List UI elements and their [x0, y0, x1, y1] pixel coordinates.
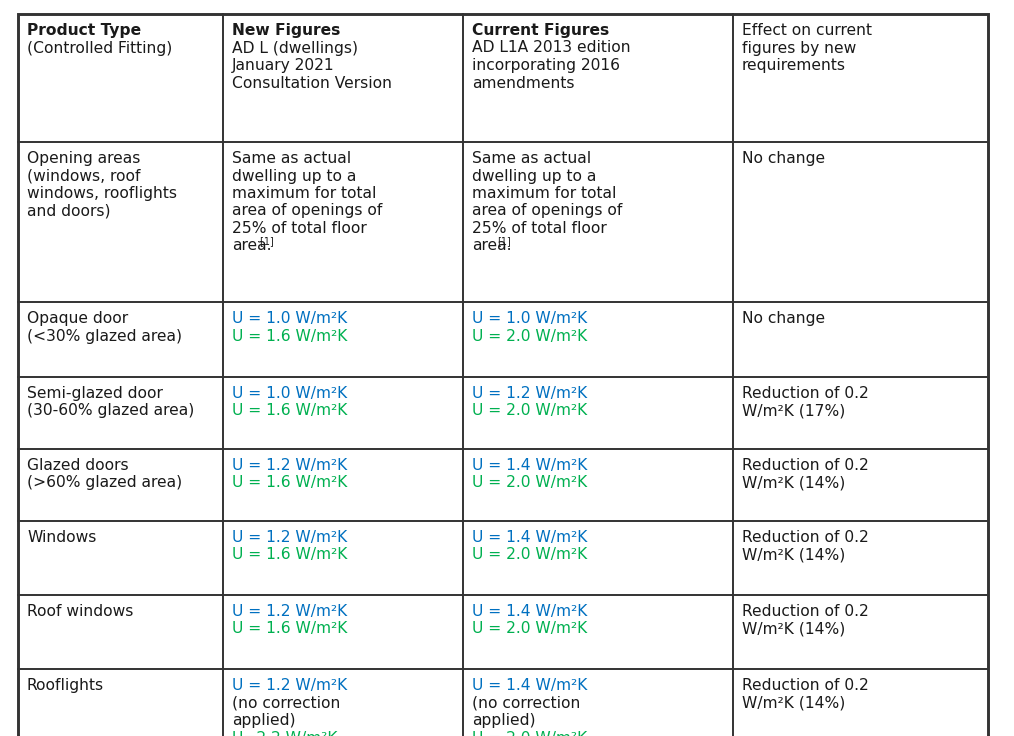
Text: W/m²K (14%): W/m²K (14%) — [742, 621, 846, 637]
Text: Reduction of 0.2: Reduction of 0.2 — [742, 604, 869, 619]
Text: U = 1.0 W/m²K: U = 1.0 W/m²K — [232, 311, 347, 326]
Text: (windows, roof: (windows, roof — [27, 169, 141, 183]
Text: (no correction: (no correction — [472, 696, 580, 710]
Text: windows, rooflights: windows, rooflights — [27, 186, 177, 201]
Text: Reduction of 0.2: Reduction of 0.2 — [742, 530, 869, 545]
Text: U = 1.2 W/m²K: U = 1.2 W/m²K — [232, 530, 347, 545]
Text: U=2.2 W/m²K: U=2.2 W/m²K — [232, 731, 338, 736]
Text: maximum for total: maximum for total — [472, 186, 617, 201]
Text: U = 1.0 W/m²K: U = 1.0 W/m²K — [232, 386, 347, 401]
Text: Current Figures: Current Figures — [472, 23, 609, 38]
Text: U = 1.4 W/m²K: U = 1.4 W/m²K — [472, 530, 587, 545]
Text: amendments: amendments — [472, 76, 575, 91]
Text: AD L (dwellings): AD L (dwellings) — [232, 40, 358, 55]
Text: Windows: Windows — [27, 530, 96, 545]
Text: dwelling up to a: dwelling up to a — [472, 169, 596, 183]
Text: (30-60% glazed area): (30-60% glazed area) — [27, 403, 195, 419]
Text: New Figures: New Figures — [232, 23, 341, 38]
Text: area.: area. — [472, 238, 511, 253]
Text: maximum for total: maximum for total — [232, 186, 376, 201]
Text: (>60% glazed area): (>60% glazed area) — [27, 475, 183, 490]
Text: Opaque door: Opaque door — [27, 311, 128, 326]
Text: W/m²K (14%): W/m²K (14%) — [742, 548, 846, 562]
Text: U = 2.0 W/m²K: U = 2.0 W/m²K — [472, 403, 587, 419]
Text: U = 2.0 W/m²K: U = 2.0 W/m²K — [472, 548, 587, 562]
Text: applied): applied) — [232, 713, 295, 728]
Text: figures by new: figures by new — [742, 40, 856, 55]
Text: U = 2.0 W/m²K: U = 2.0 W/m²K — [472, 731, 587, 736]
Text: U = 1.4 W/m²K: U = 1.4 W/m²K — [472, 678, 587, 693]
Text: W/m²K (17%): W/m²K (17%) — [742, 403, 846, 419]
Text: U = 1.6 W/m²K: U = 1.6 W/m²K — [232, 475, 348, 490]
Text: Consultation Version: Consultation Version — [232, 76, 392, 91]
Text: Reduction of 0.2: Reduction of 0.2 — [742, 386, 869, 401]
Text: dwelling up to a: dwelling up to a — [232, 169, 356, 183]
Text: U = 1.6 W/m²K: U = 1.6 W/m²K — [232, 328, 348, 344]
Text: U = 2.0 W/m²K: U = 2.0 W/m²K — [472, 475, 587, 490]
Text: [1]: [1] — [497, 236, 511, 247]
Text: Reduction of 0.2: Reduction of 0.2 — [742, 678, 869, 693]
Text: U = 1.0 W/m²K: U = 1.0 W/m²K — [472, 311, 587, 326]
Text: U = 2.0 W/m²K: U = 2.0 W/m²K — [472, 328, 587, 344]
Text: (Controlled Fitting): (Controlled Fitting) — [27, 40, 172, 55]
Text: U = 1.2 W/m²K: U = 1.2 W/m²K — [232, 604, 347, 619]
Text: 25% of total floor: 25% of total floor — [472, 221, 606, 236]
Text: Opening areas: Opening areas — [27, 151, 140, 166]
Text: Roof windows: Roof windows — [27, 604, 134, 619]
Text: 25% of total floor: 25% of total floor — [232, 221, 367, 236]
Text: U = 1.6 W/m²K: U = 1.6 W/m²K — [232, 621, 348, 637]
Text: AD L1A 2013 edition: AD L1A 2013 edition — [472, 40, 631, 55]
Text: area of openings of: area of openings of — [232, 203, 382, 219]
Text: No change: No change — [742, 151, 825, 166]
Text: (no correction: (no correction — [232, 696, 341, 710]
Text: W/m²K (14%): W/m²K (14%) — [742, 696, 846, 710]
Text: area.: area. — [232, 238, 272, 253]
Text: and doors): and doors) — [27, 203, 111, 219]
Text: U = 1.4 W/m²K: U = 1.4 W/m²K — [472, 458, 587, 473]
Text: Rooflights: Rooflights — [27, 678, 104, 693]
Text: area of openings of: area of openings of — [472, 203, 623, 219]
Text: Glazed doors: Glazed doors — [27, 458, 129, 473]
Text: applied): applied) — [472, 713, 535, 728]
Text: U = 1.6 W/m²K: U = 1.6 W/m²K — [232, 403, 348, 419]
Text: No change: No change — [742, 311, 825, 326]
Text: U = 1.6 W/m²K: U = 1.6 W/m²K — [232, 548, 348, 562]
Text: U = 1.2 W/m²K: U = 1.2 W/m²K — [472, 386, 587, 401]
Text: incorporating 2016: incorporating 2016 — [472, 58, 620, 73]
Text: Product Type: Product Type — [27, 23, 141, 38]
Text: U = 2.0 W/m²K: U = 2.0 W/m²K — [472, 621, 587, 637]
Text: (<30% glazed area): (<30% glazed area) — [27, 328, 182, 344]
Text: W/m²K (14%): W/m²K (14%) — [742, 475, 846, 490]
Text: January 2021: January 2021 — [232, 58, 335, 73]
Text: U = 1.4 W/m²K: U = 1.4 W/m²K — [472, 604, 587, 619]
Text: requirements: requirements — [742, 58, 846, 73]
Text: Effect on current: Effect on current — [742, 23, 872, 38]
Text: Semi-glazed door: Semi-glazed door — [27, 386, 163, 401]
Text: U = 1.2 W/m²K: U = 1.2 W/m²K — [232, 678, 347, 693]
Text: Same as actual: Same as actual — [232, 151, 351, 166]
Text: ·[1]: ·[1] — [257, 236, 274, 247]
Text: Same as actual: Same as actual — [472, 151, 591, 166]
Text: Reduction of 0.2: Reduction of 0.2 — [742, 458, 869, 473]
Text: U = 1.2 W/m²K: U = 1.2 W/m²K — [232, 458, 347, 473]
